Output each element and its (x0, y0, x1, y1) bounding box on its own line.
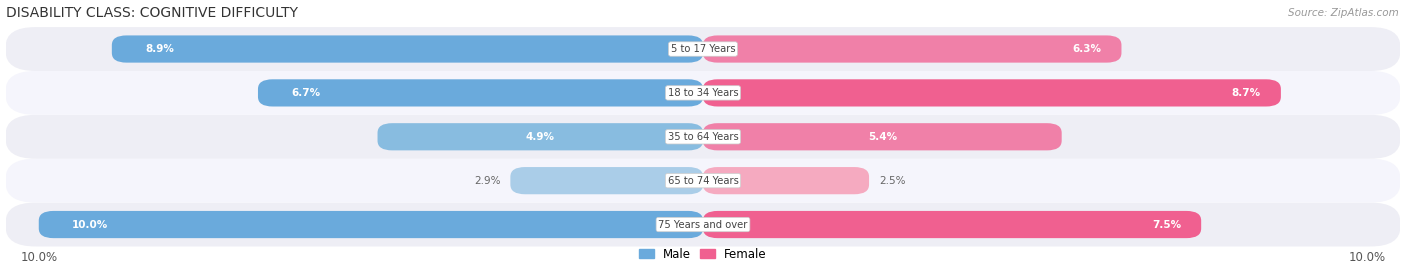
Text: 5.4%: 5.4% (868, 132, 897, 142)
Text: 4.9%: 4.9% (526, 132, 555, 142)
FancyBboxPatch shape (112, 35, 703, 63)
Text: 75 Years and over: 75 Years and over (658, 220, 748, 230)
FancyBboxPatch shape (6, 115, 1400, 159)
FancyBboxPatch shape (703, 79, 1281, 106)
Text: 6.7%: 6.7% (291, 88, 321, 98)
Text: 8.9%: 8.9% (145, 44, 174, 54)
FancyBboxPatch shape (703, 211, 1201, 238)
FancyBboxPatch shape (257, 79, 703, 106)
Text: 6.3%: 6.3% (1073, 44, 1101, 54)
Text: 18 to 34 Years: 18 to 34 Years (668, 88, 738, 98)
FancyBboxPatch shape (6, 27, 1400, 71)
FancyBboxPatch shape (6, 159, 1400, 202)
Text: 10.0%: 10.0% (72, 220, 108, 230)
Text: 35 to 64 Years: 35 to 64 Years (668, 132, 738, 142)
Text: 7.5%: 7.5% (1152, 220, 1181, 230)
FancyBboxPatch shape (6, 202, 1400, 247)
Text: 8.7%: 8.7% (1232, 88, 1261, 98)
FancyBboxPatch shape (6, 71, 1400, 115)
FancyBboxPatch shape (378, 123, 703, 150)
FancyBboxPatch shape (703, 167, 869, 194)
FancyBboxPatch shape (39, 211, 703, 238)
FancyBboxPatch shape (703, 35, 1122, 63)
Text: 65 to 74 Years: 65 to 74 Years (668, 176, 738, 186)
Text: 2.9%: 2.9% (474, 176, 501, 186)
FancyBboxPatch shape (703, 123, 1062, 150)
Text: DISABILITY CLASS: COGNITIVE DIFFICULTY: DISABILITY CLASS: COGNITIVE DIFFICULTY (6, 6, 298, 19)
FancyBboxPatch shape (510, 167, 703, 194)
Text: Source: ZipAtlas.com: Source: ZipAtlas.com (1288, 8, 1399, 18)
Text: 2.5%: 2.5% (879, 176, 905, 186)
Legend: Male, Female: Male, Female (640, 248, 766, 261)
Text: 5 to 17 Years: 5 to 17 Years (671, 44, 735, 54)
